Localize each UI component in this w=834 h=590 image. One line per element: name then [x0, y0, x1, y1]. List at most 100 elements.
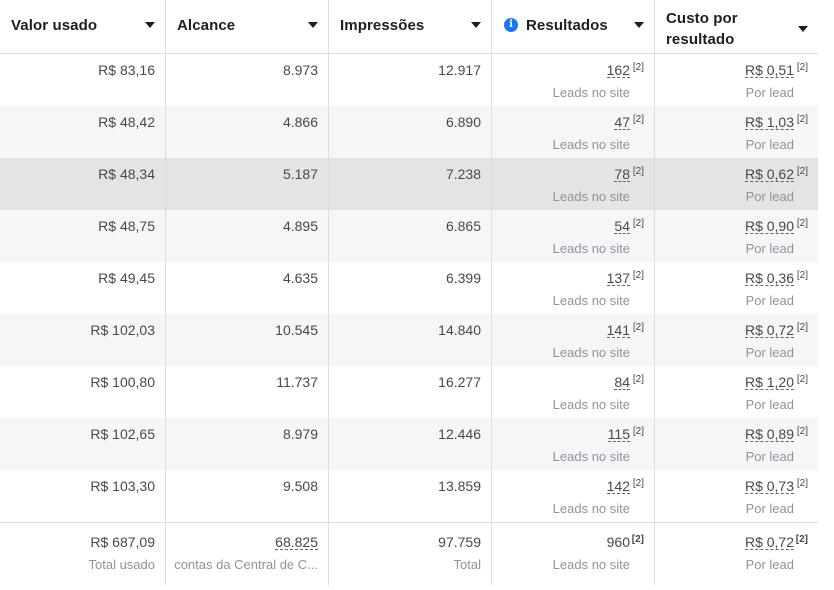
reach-value: 4.866 — [282, 114, 318, 130]
cost-value[interactable]: R$ 0,36 — [744, 270, 794, 286]
results-number[interactable]: 78 — [614, 166, 630, 182]
results-caption: Leads no site — [552, 449, 630, 464]
sort-dropdown-icon[interactable] — [145, 22, 155, 28]
impressions-value: 13.859 — [438, 478, 481, 494]
results-number[interactable]: 84 — [614, 374, 630, 390]
cost-number[interactable]: R$ 0,36 — [744, 270, 794, 286]
results-value[interactable]: 78 — [614, 166, 630, 182]
spend-value: R$ 48,42 — [98, 114, 155, 130]
reach-cell: 4.635 — [166, 262, 329, 314]
results-value[interactable]: 137 — [606, 270, 630, 286]
cost-value[interactable]: R$ 0,51 — [744, 62, 794, 78]
table-row[interactable]: R$ 102,03 10.545 14.840 141 [2] Leads no site… — [0, 314, 818, 366]
results-number[interactable]: 54 — [614, 218, 630, 234]
cost-value[interactable]: R$ 0,62 — [744, 166, 794, 182]
results-number[interactable]: 115 — [607, 426, 630, 442]
results-cell: 142 [2] Leads no site — [492, 470, 655, 522]
results-cell: 162 [2] Leads no site — [492, 54, 655, 106]
column-label: Custo por resultado — [666, 8, 738, 50]
column-label-line1: Custo por — [666, 10, 738, 27]
results-number[interactable]: 141 — [606, 322, 630, 338]
total-cost-caption: Por lead — [745, 557, 794, 572]
column-header-cost-per-result[interactable]: Custo por resultado — [655, 0, 818, 53]
table-row[interactable]: R$ 49,45 4.635 6.399 137 [2] Leads no site R$ … — [0, 262, 818, 314]
impressions-value: 6.865 — [445, 218, 481, 234]
total-reach-number[interactable]: 68.825 — [275, 534, 318, 550]
column-header-spend[interactable]: Valor usado — [0, 0, 166, 53]
total-results-cell: 960 [2] Leads no site — [492, 523, 655, 585]
cost-number[interactable]: R$ 0,51 — [744, 62, 794, 78]
cost-cell: R$ 0,73 [2] Por lead — [655, 470, 818, 522]
results-number[interactable]: 137 — [606, 270, 630, 286]
results-value[interactable]: 115 — [607, 426, 630, 442]
cost-value[interactable]: R$ 1,03 — [744, 114, 794, 130]
total-spend-value: R$ 687,09 — [90, 534, 155, 550]
results-value[interactable]: 47 — [614, 114, 630, 130]
results-caption: Leads no site — [552, 501, 630, 516]
reach-cell: 8.979 — [166, 418, 329, 470]
results-cell: 141 [2] Leads no site — [492, 314, 655, 366]
cost-number[interactable]: R$ 0,62 — [744, 166, 794, 182]
total-cost-value[interactable]: R$ 0,72 — [744, 534, 794, 550]
cost-number[interactable]: R$ 0,72 — [744, 322, 794, 338]
table-row[interactable]: R$ 102,65 8.979 12.446 115 [2] Leads no site R… — [0, 418, 818, 470]
cost-value[interactable]: R$ 0,90 — [744, 218, 794, 234]
sort-dropdown-icon[interactable] — [798, 26, 808, 32]
cost-number[interactable]: R$ 0,90 — [744, 218, 794, 234]
reach-value: 4.635 — [282, 270, 318, 286]
results-value[interactable]: 142 — [606, 478, 630, 494]
sort-dropdown-icon[interactable] — [634, 22, 644, 28]
reach-value: 4.895 — [282, 218, 318, 234]
table-row[interactable]: R$ 48,42 4.866 6.890 47 [2] Leads no site R$ 1… — [0, 106, 818, 158]
cost-value[interactable]: R$ 1,20 — [744, 374, 794, 390]
cost-number[interactable]: R$ 0,89 — [744, 426, 794, 442]
total-cost-footnote: [2] — [795, 534, 808, 545]
results-cell: 137 [2] Leads no site — [492, 262, 655, 314]
cost-caption: Por lead — [745, 449, 794, 464]
column-label-line2: resultado — [666, 31, 735, 48]
reach-cell: 8.973 — [166, 54, 329, 106]
sort-dropdown-icon[interactable] — [308, 22, 318, 28]
cost-value[interactable]: R$ 0,72 — [744, 322, 794, 338]
results-value[interactable]: 54 — [614, 218, 630, 234]
reach-value: 8.979 — [282, 426, 318, 442]
total-impressions-caption: Total — [453, 557, 481, 572]
impressions-value: 6.399 — [445, 270, 481, 286]
spend-value: R$ 48,75 — [98, 218, 155, 234]
results-number[interactable]: 142 — [606, 478, 630, 494]
results-value[interactable]: 162 — [606, 62, 630, 78]
reach-cell: 5.187 — [166, 158, 329, 210]
cost-number[interactable]: R$ 1,20 — [744, 374, 794, 390]
cost-footnote: [2] — [796, 478, 808, 489]
ads-results-table: Valor usado Alcance Impressões i Resulta… — [0, 0, 818, 585]
column-label: Impressões — [340, 17, 425, 34]
results-cell: 47 [2] Leads no site — [492, 106, 655, 158]
cost-value[interactable]: R$ 0,89 — [744, 426, 794, 442]
impressions-value: 12.917 — [438, 62, 481, 78]
results-number[interactable]: 162 — [606, 62, 630, 78]
cost-caption: Por lead — [745, 345, 794, 360]
cost-number[interactable]: R$ 0,73 — [744, 478, 794, 494]
table-row[interactable]: R$ 103,30 9.508 13.859 142 [2] Leads no site R… — [0, 470, 818, 522]
cost-number[interactable]: R$ 1,03 — [744, 114, 794, 130]
results-cell: 78 [2] Leads no site — [492, 158, 655, 210]
table-row[interactable]: R$ 48,34 5.187 7.238 78 [2] Leads no site R$ 0… — [0, 158, 818, 210]
results-value[interactable]: 84 — [614, 374, 630, 390]
cost-value[interactable]: R$ 0,73 — [744, 478, 794, 494]
info-icon[interactable]: i — [504, 18, 518, 32]
column-header-reach[interactable]: Alcance — [166, 0, 329, 53]
total-reach-value[interactable]: 68.825 — [275, 534, 318, 550]
spend-value: R$ 48,34 — [98, 166, 155, 182]
results-number[interactable]: 47 — [614, 114, 630, 130]
results-footnote: [2] — [632, 62, 644, 73]
table-row[interactable]: R$ 100,80 11.737 16.277 84 [2] Leads no site R… — [0, 366, 818, 418]
total-cost-number[interactable]: R$ 0,72 — [744, 534, 794, 550]
spend-value: R$ 83,16 — [98, 62, 155, 78]
results-value[interactable]: 141 — [606, 322, 630, 338]
sort-dropdown-icon[interactable] — [471, 22, 481, 28]
table-row[interactable]: R$ 83,16 8.973 12.917 162 [2] Leads no site R$… — [0, 54, 818, 106]
column-header-impressions[interactable]: Impressões — [329, 0, 492, 53]
column-header-results[interactable]: i Resultados — [492, 0, 655, 53]
spend-value: R$ 103,30 — [90, 478, 155, 494]
table-row[interactable]: R$ 48,75 4.895 6.865 54 [2] Leads no site R$ 0… — [0, 210, 818, 262]
